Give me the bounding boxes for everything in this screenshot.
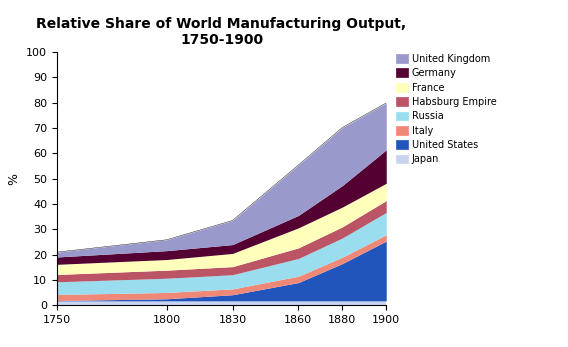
Y-axis label: %: % (7, 173, 20, 185)
Legend: United Kingdom, Germany, France, Habsburg Empire, Russia, Italy, United States, : United Kingdom, Germany, France, Habsbur… (394, 52, 499, 166)
Title: Relative Share of World Manufacturing Output,
1750-1900: Relative Share of World Manufacturing Ou… (36, 17, 407, 47)
